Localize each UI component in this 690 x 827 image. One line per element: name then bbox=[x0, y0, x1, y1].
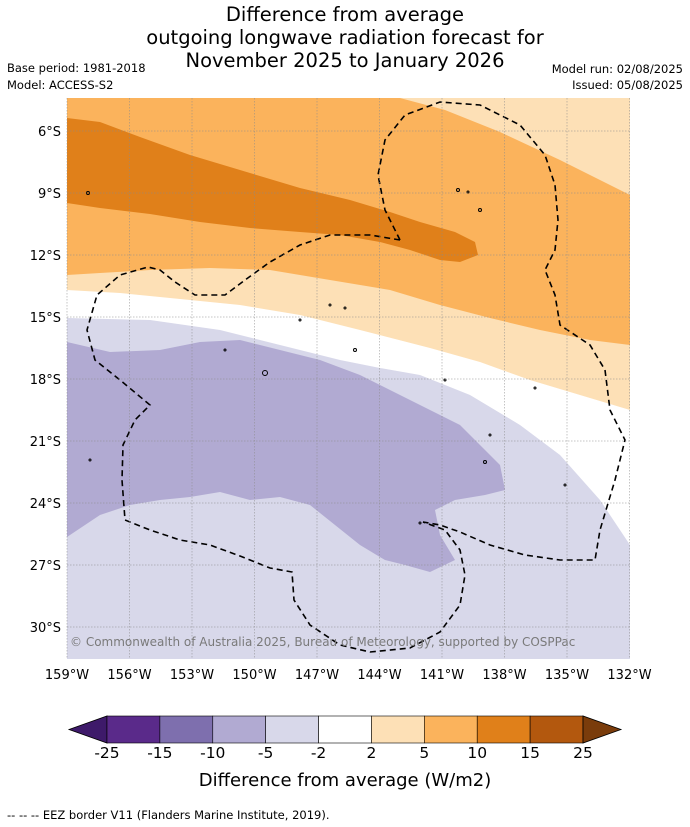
colorbar-tick-label: 10 bbox=[467, 744, 488, 762]
colorbar-bin bbox=[265, 715, 319, 744]
issued-date: Issued: 05/08/2025 bbox=[572, 78, 683, 92]
map-field: © Commonwealth of Australia 2025, Bureau… bbox=[67, 98, 630, 659]
colorbar-tick-label: -10 bbox=[200, 744, 226, 762]
title-line-1: Difference from average bbox=[225, 3, 465, 26]
lat-label: 12°S bbox=[30, 249, 61, 264]
base-period: Base period: 1981-2018 bbox=[7, 61, 146, 75]
lon-label: 135°W bbox=[545, 668, 589, 683]
lat-label: 21°S bbox=[30, 435, 61, 450]
colorbar-bin bbox=[371, 715, 425, 744]
lat-label: 24°S bbox=[30, 497, 61, 512]
colorbar-tick-label: -15 bbox=[147, 744, 173, 762]
eez-border-west bbox=[86, 234, 466, 653]
lat-label: 15°S bbox=[30, 311, 61, 326]
title-line-2: outgoing longwave radiation forecast for bbox=[146, 26, 544, 49]
colorbar-bin bbox=[159, 715, 214, 744]
lon-label: 138°W bbox=[482, 668, 526, 683]
colorbar-tick-label: -2 bbox=[310, 744, 327, 762]
colorbar-bin bbox=[529, 715, 584, 744]
colorbar-tick-label: 5 bbox=[419, 744, 430, 762]
lon-label: 141°W bbox=[420, 668, 464, 683]
colorbar-bin bbox=[106, 715, 161, 744]
lon-label: 153°W bbox=[170, 668, 214, 683]
footnote: -- -- -- EEZ border V11 (Flanders Marine… bbox=[7, 808, 330, 822]
colorbar-tick-label: -25 bbox=[94, 744, 120, 762]
region-strong-positive bbox=[67, 118, 478, 262]
eez-border-east bbox=[377, 101, 626, 561]
lat-label: 6°S bbox=[38, 125, 61, 140]
colorbar-bin bbox=[212, 715, 266, 744]
lat-axis: 6°S 9°S 12°S 15°S 18°S 21°S 24°S 27°S 30°S bbox=[30, 125, 61, 636]
lon-label: 147°W bbox=[295, 668, 339, 683]
lon-label: 150°W bbox=[232, 668, 276, 683]
copyright-text: © Commonwealth of Australia 2025, Bureau… bbox=[70, 635, 575, 649]
colorbar-tick-label: 25 bbox=[573, 744, 593, 762]
lon-label: 159°W bbox=[45, 668, 89, 683]
colorbar-bin bbox=[424, 715, 478, 744]
lat-label: 27°S bbox=[30, 559, 61, 574]
colorbar-tick-label: 2 bbox=[366, 744, 377, 762]
lat-label: 9°S bbox=[38, 187, 61, 202]
colorbar bbox=[67, 715, 623, 744]
title-line-3: November 2025 to January 2026 bbox=[185, 49, 505, 72]
gridlines bbox=[66, 98, 630, 659]
lon-label: 156°W bbox=[107, 668, 151, 683]
colorbar-bin bbox=[476, 715, 531, 744]
colorbar-bin bbox=[318, 715, 372, 744]
colorbar-tick-label: 15 bbox=[520, 744, 540, 762]
model-run: Model run: 02/08/2025 bbox=[551, 62, 683, 76]
colorbar-tick-label: -5 bbox=[257, 744, 274, 762]
colorbar-extend-low bbox=[67, 715, 108, 744]
colorbar-extend-high bbox=[582, 715, 623, 744]
islands bbox=[86, 188, 567, 525]
lat-label: 18°S bbox=[30, 373, 61, 388]
lon-axis: 159°W 156°W 153°W 150°W 147°W 144°W 141°W 138°W… bbox=[45, 668, 652, 683]
lon-label: 144°W bbox=[357, 668, 401, 683]
colorbar-label: Difference from average (W/m2) bbox=[198, 770, 492, 791]
model-name: Model: ACCESS-S2 bbox=[7, 78, 114, 92]
lon-label: 132°W bbox=[607, 668, 651, 683]
region-negative bbox=[67, 340, 505, 572]
lat-label: 30°S bbox=[30, 621, 61, 636]
